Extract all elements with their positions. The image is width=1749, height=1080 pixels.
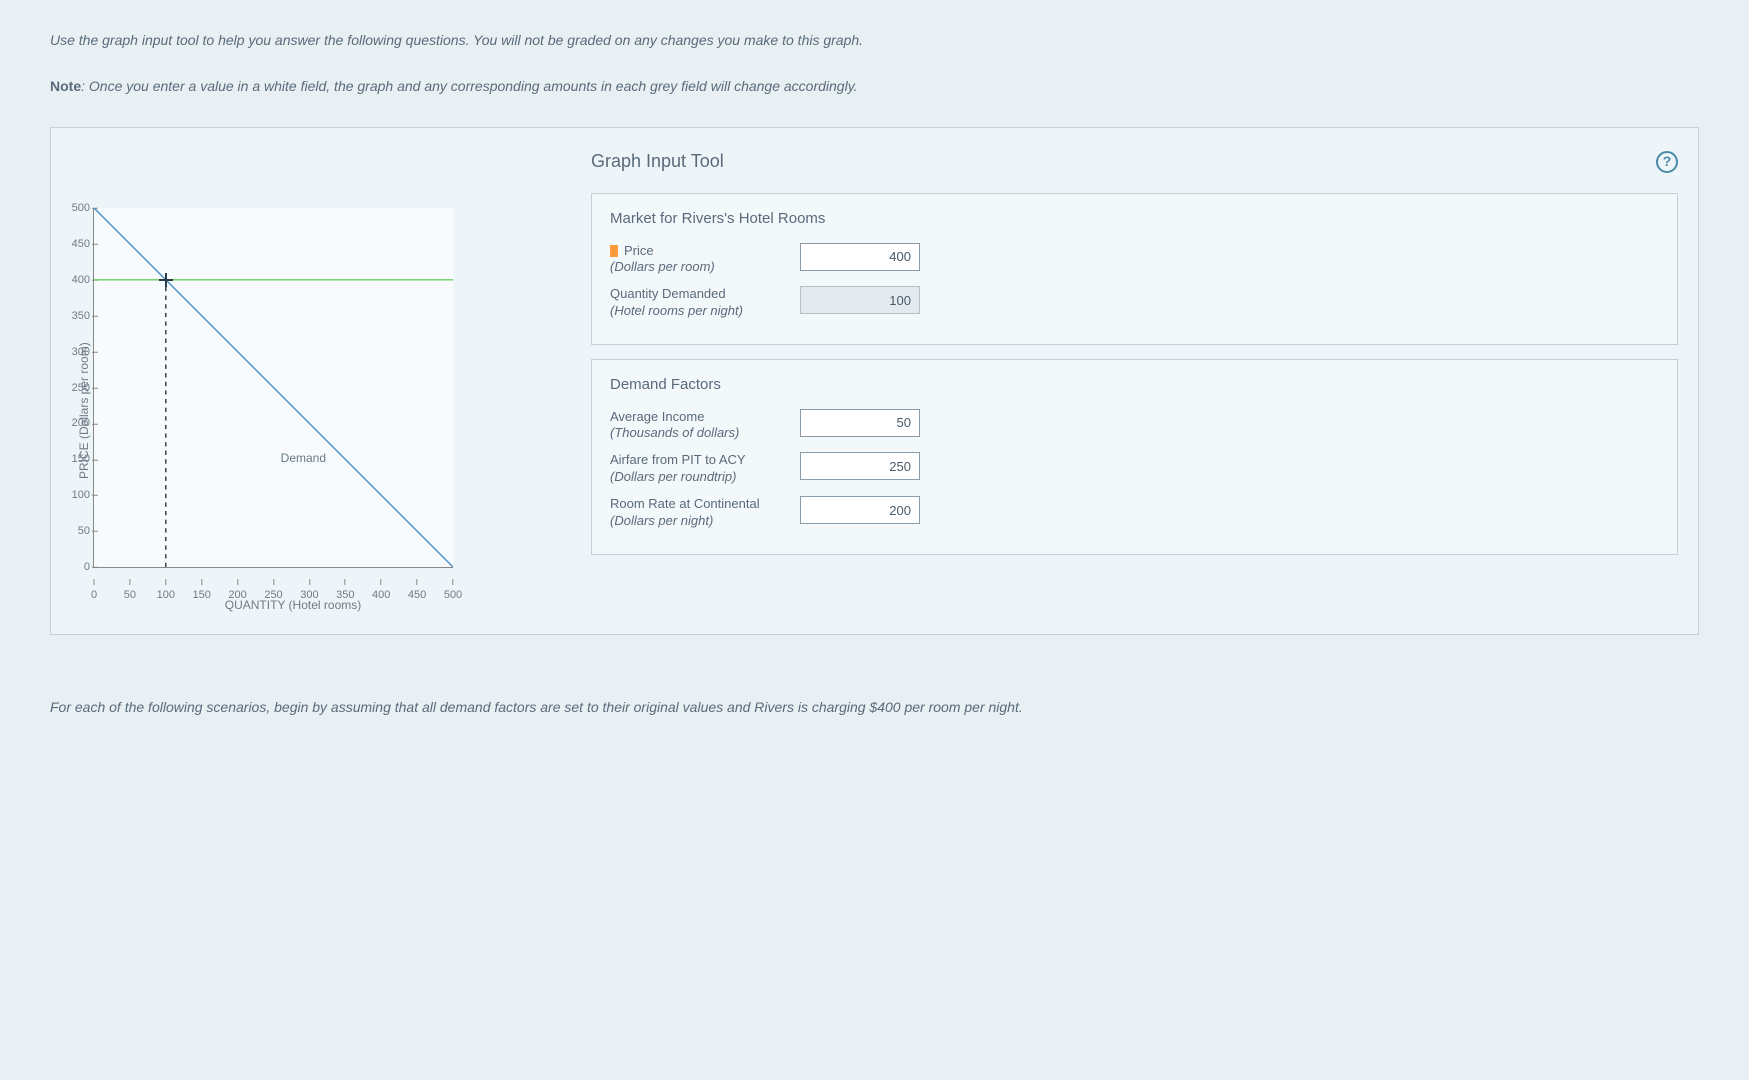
x-tick-label: 100 xyxy=(157,587,175,604)
quantity-label: Quantity Demanded xyxy=(610,286,726,301)
demand-panel-title: Demand Factors xyxy=(610,374,1659,397)
y-tick-label: 100 xyxy=(56,487,90,504)
y-tick-label: 500 xyxy=(56,200,90,217)
rate-row: Room Rate at Continental (Dollars per ni… xyxy=(610,496,1659,530)
x-tick-label: 500 xyxy=(444,587,462,604)
income-input[interactable] xyxy=(800,409,920,437)
quantity-output xyxy=(800,286,920,314)
y-tick-label: 450 xyxy=(56,236,90,253)
y-tick-label: 300 xyxy=(56,343,90,360)
income-label: Average Income xyxy=(610,409,704,424)
airfare-label: Airfare from PIT to ACY xyxy=(610,452,746,467)
x-tick-label: 150 xyxy=(193,587,211,604)
chart-panel: PRICE (Dollars per room) 050100150200250… xyxy=(71,148,551,614)
input-panel: Graph Input Tool ? Market for Rivers's H… xyxy=(591,148,1678,614)
airfare-row: Airfare from PIT to ACY (Dollars per rou… xyxy=(610,452,1659,486)
rate-input[interactable] xyxy=(800,496,920,524)
y-tick-label: 400 xyxy=(56,272,90,289)
y-tick-label: 50 xyxy=(56,523,90,540)
x-tick-label: 50 xyxy=(124,587,136,604)
x-tick-label: 450 xyxy=(408,587,426,604)
y-tick-label: 0 xyxy=(56,559,90,576)
graph-input-tool-container: PRICE (Dollars per room) 050100150200250… xyxy=(50,127,1699,635)
income-sublabel: (Thousands of dollars) xyxy=(610,425,780,442)
chart-plot-area[interactable]: 050100150200250300350400450500 050100150… xyxy=(93,208,453,568)
airfare-sublabel: (Dollars per roundtrip) xyxy=(610,469,780,486)
footer-scenario-text: For each of the following scenarios, beg… xyxy=(50,695,1699,720)
y-tick-label: 350 xyxy=(56,307,90,324)
x-tick-label: 350 xyxy=(336,587,354,604)
y-tick-label: 250 xyxy=(56,379,90,396)
y-axis-ticks: 050100150200250300350400450500 xyxy=(56,208,90,567)
quantity-row: Quantity Demanded (Hotel rooms per night… xyxy=(610,286,1659,320)
price-label: Price xyxy=(624,243,654,258)
price-sublabel: (Dollars per room) xyxy=(610,259,780,276)
x-tick-label: 300 xyxy=(300,587,318,604)
x-tick-label: 0 xyxy=(91,587,97,604)
income-row: Average Income (Thousands of dollars) xyxy=(610,409,1659,443)
airfare-input[interactable] xyxy=(800,452,920,480)
note-body: : Once you enter a value in a white fiel… xyxy=(81,78,857,94)
y-tick-label: 200 xyxy=(56,415,90,432)
note-prefix: Note xyxy=(50,78,81,94)
tool-title: Graph Input Tool xyxy=(591,148,724,175)
rate-label: Room Rate at Continental xyxy=(610,496,760,511)
x-tick-label: 400 xyxy=(372,587,390,604)
help-icon[interactable]: ? xyxy=(1656,151,1678,173)
price-marker-icon xyxy=(610,245,618,257)
rate-sublabel: (Dollars per night) xyxy=(610,513,780,530)
price-row: Price (Dollars per room) xyxy=(610,243,1659,277)
demand-line-label: Demand xyxy=(281,449,326,467)
x-axis-label: QUANTITY (Hotel rooms) xyxy=(133,596,453,614)
demand-factors-panel: Demand Factors Average Income (Thousands… xyxy=(591,359,1678,555)
instructions-text: Use the graph input tool to help you ans… xyxy=(50,30,1699,51)
market-panel-title: Market for Rivers's Hotel Rooms xyxy=(610,208,1659,231)
quantity-sublabel: (Hotel rooms per night) xyxy=(610,303,780,320)
x-tick-label: 250 xyxy=(264,587,282,604)
y-tick-label: 150 xyxy=(56,451,90,468)
chart-lines-svg xyxy=(94,208,453,567)
note-text: Note: Once you enter a value in a white … xyxy=(50,76,1699,97)
intersection-marker-icon[interactable] xyxy=(159,273,173,287)
price-input[interactable] xyxy=(800,243,920,271)
market-panel: Market for Rivers's Hotel Rooms Price (D… xyxy=(591,193,1678,345)
x-tick-label: 200 xyxy=(228,587,246,604)
